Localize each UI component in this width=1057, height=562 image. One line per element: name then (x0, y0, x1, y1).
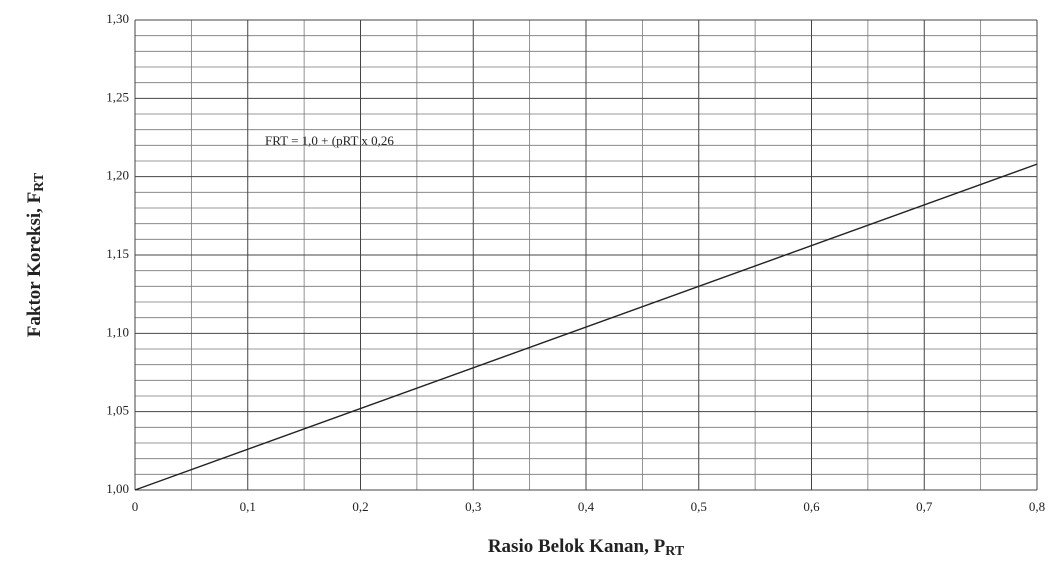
y-tick-label: 1,25 (106, 89, 129, 104)
x-tick-label: 0,4 (578, 499, 595, 514)
line-series (134, 163, 1038, 491)
x-tick-label: 0,6 (803, 499, 820, 514)
x-tick-label: 0,2 (352, 499, 368, 514)
y-tick-label: 1,30 (106, 11, 129, 26)
annotation: FRT = 1,0 + (pRT x 0,26 (265, 133, 394, 148)
x-tick-label: 0,5 (691, 499, 707, 514)
x-tick-label: 0,7 (916, 499, 933, 514)
y-tick-label: 1,15 (106, 246, 129, 261)
x-tick-label: 0,1 (240, 499, 256, 514)
x-tick-label: 0,3 (465, 499, 481, 514)
x-tick-label: 0,8 (1029, 499, 1045, 514)
y-tick-label: 1,00 (106, 481, 129, 496)
x-axis-label: Rasio Belok Kanan, PRT (488, 536, 685, 559)
y-tick-label: 1,20 (106, 168, 129, 183)
y-tick-label: 1,10 (106, 324, 129, 339)
y-tick-label: 1,05 (106, 403, 129, 418)
x-tick-label: 0 (132, 499, 139, 514)
y-axis-label: Faktor Koreksi, FRT (24, 172, 47, 337)
